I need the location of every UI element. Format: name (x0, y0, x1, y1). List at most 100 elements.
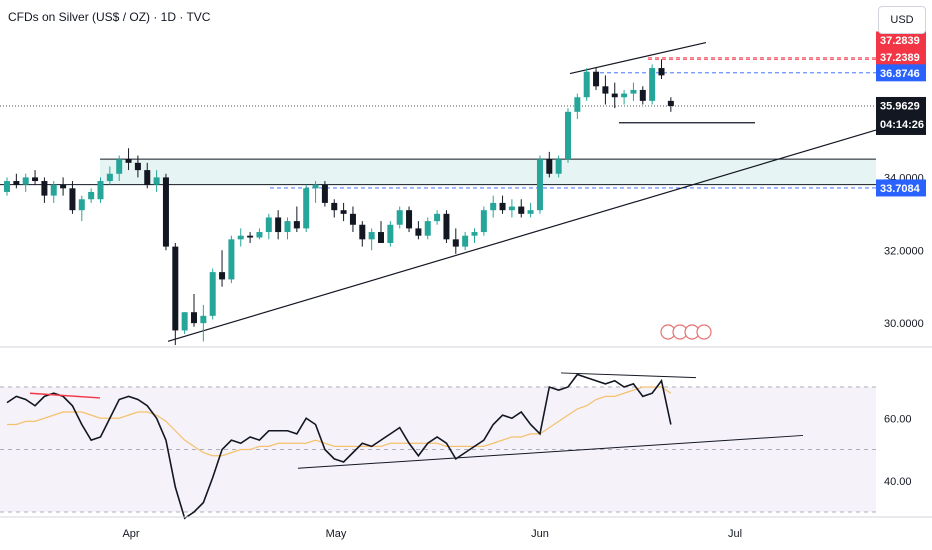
candle (106, 173, 113, 182)
currency-button[interactable]: USD (878, 6, 926, 34)
candle (284, 221, 291, 233)
candle (602, 86, 609, 94)
candle (452, 239, 459, 247)
price-tag-label: 36.8746 (880, 68, 920, 80)
candle (649, 68, 656, 101)
candle (125, 159, 132, 163)
time-axis: Apr May Jun Jul (0, 516, 932, 540)
rsi-pane (0, 372, 876, 520)
rsi-trendline (297, 434, 804, 469)
candle (546, 159, 553, 174)
price-tag-label: 35.9629 (880, 100, 920, 112)
candle (219, 272, 226, 280)
candle (41, 181, 48, 196)
time-tick-label: Jun (531, 528, 549, 540)
candle (406, 210, 413, 229)
candle (574, 97, 581, 112)
candle (349, 213, 356, 225)
candle (508, 206, 515, 211)
candle (518, 206, 525, 214)
candle (13, 181, 20, 185)
rsi-ma-line (7, 386, 672, 457)
bearish-divergence-line (29, 392, 101, 399)
uptrend-line (167, 129, 877, 342)
candle (621, 93, 628, 98)
candle (368, 232, 375, 240)
candle (565, 111, 571, 160)
candle (611, 93, 618, 98)
price-tag (876, 96, 926, 135)
candle (200, 315, 207, 324)
candle (134, 162, 141, 171)
candle (32, 177, 39, 182)
candle (69, 188, 76, 211)
candle (490, 202, 497, 211)
candle (275, 217, 282, 233)
candle (630, 89, 637, 94)
time-tick-label: Jul (728, 528, 742, 540)
candle (462, 235, 469, 247)
candle (209, 272, 216, 316)
candle (312, 184, 319, 189)
candle (667, 100, 674, 106)
candle (583, 71, 590, 98)
candle (172, 246, 179, 331)
price-axis: 34.000032.000030.000060.0040.0037.283937… (876, 31, 926, 488)
candle (480, 210, 487, 233)
candle (88, 191, 95, 200)
countdown-label: 04:14:26 (880, 119, 924, 131)
flag-icon (696, 324, 712, 340)
candle (378, 232, 384, 243)
candle (415, 228, 422, 236)
candle (443, 213, 450, 240)
candle (60, 184, 67, 189)
candle (50, 184, 57, 196)
price-tag-label: 37.2389 (880, 52, 920, 64)
candle (396, 210, 403, 225)
candle (97, 181, 104, 200)
candle (321, 184, 328, 203)
resistance-line (569, 41, 707, 75)
price-tag-label: 37.2839 (880, 35, 920, 47)
time-tick-label: Apr (122, 528, 139, 540)
price-tick-label: 30.0000 (884, 318, 924, 330)
candle (162, 177, 169, 247)
price-tag (876, 48, 926, 66)
candle (424, 221, 431, 236)
price-tick-label: 32.0000 (884, 245, 924, 257)
symbol-title: CFDs on Silver (US$ / OZ) · 1D · TVC (8, 10, 211, 24)
support-zone (100, 159, 876, 185)
candle (293, 221, 300, 229)
candle (4, 181, 10, 192)
rsi-tick-label: 40.00 (884, 476, 912, 488)
price-tag (876, 179, 926, 197)
candle (228, 239, 235, 280)
candle (181, 312, 188, 331)
price-tag (876, 31, 926, 49)
candle (359, 224, 366, 240)
candle (116, 159, 123, 174)
candle (247, 235, 254, 238)
rsi-tick-label: 60.00 (884, 413, 912, 425)
candle (555, 159, 562, 174)
price-tag (876, 64, 926, 82)
candle (153, 177, 160, 185)
candle (144, 170, 151, 185)
candle (639, 89, 646, 101)
candle (471, 232, 478, 236)
time-tick-label: May (326, 528, 347, 540)
candle (237, 235, 244, 240)
candle (527, 210, 534, 214)
rsi-resistance-line (560, 372, 697, 379)
candle (536, 159, 543, 211)
candle (256, 232, 263, 238)
candle (387, 224, 394, 243)
candle (303, 188, 310, 229)
candle (191, 312, 197, 324)
candle (78, 199, 85, 211)
candle (331, 202, 338, 211)
rsi-line (6, 373, 672, 520)
price-tag-label: 33.7084 (880, 183, 921, 195)
candle (22, 177, 29, 185)
